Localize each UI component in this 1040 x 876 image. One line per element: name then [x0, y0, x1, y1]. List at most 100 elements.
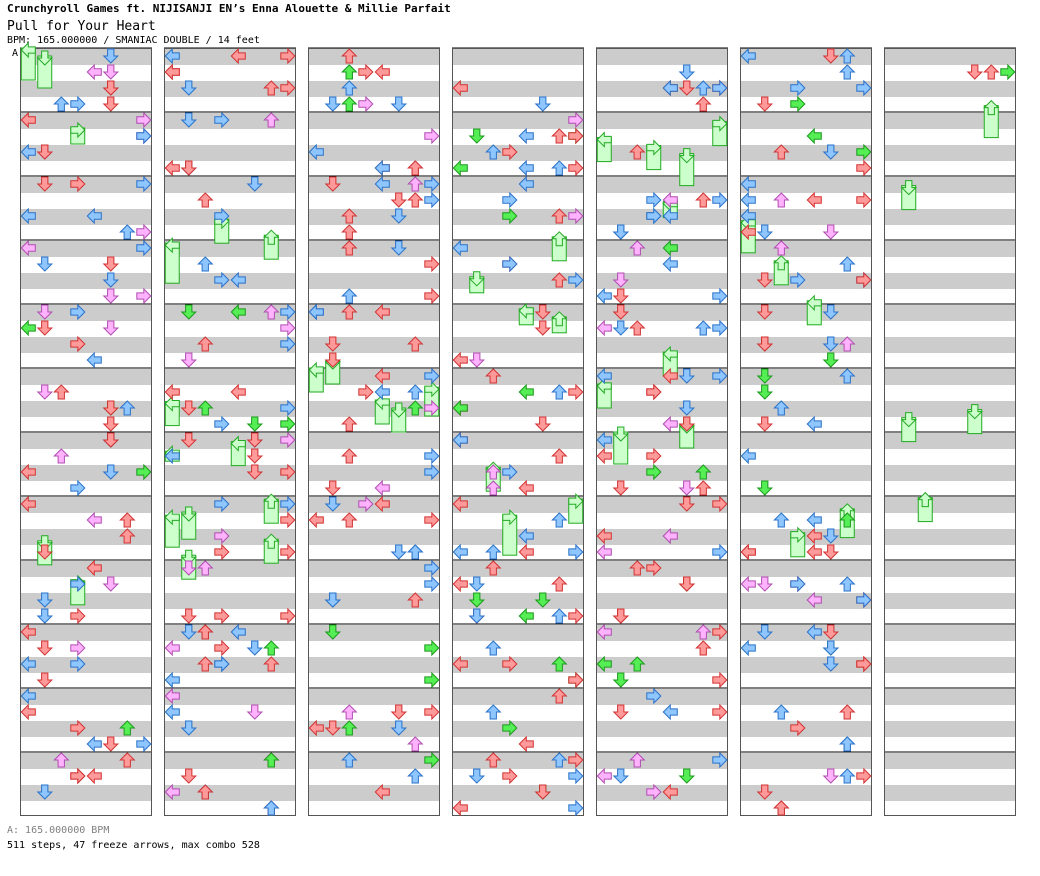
step-arrow-right — [280, 511, 296, 529]
beat-stripe — [596, 785, 728, 801]
step-arrow-down — [180, 624, 198, 640]
step-arrow-right — [70, 767, 86, 785]
beat-stripe — [20, 753, 152, 769]
beat-stripe — [596, 753, 728, 769]
bpm-section-marker: A — [12, 48, 19, 59]
step-arrow-right — [280, 463, 296, 481]
step-arrow-left — [164, 383, 180, 401]
beat-stripe — [884, 561, 1016, 577]
step-arrow-left — [662, 527, 678, 545]
step-arrow-down — [612, 224, 630, 240]
freeze-arrow — [263, 229, 280, 260]
step-arrow-right — [280, 79, 296, 97]
step-arrow-left — [374, 159, 390, 177]
step-arrow-right — [712, 287, 728, 305]
step-arrow-left — [806, 527, 822, 545]
beat-stripe — [596, 305, 728, 321]
step-arrow-left — [20, 623, 36, 641]
step-arrow-left — [20, 687, 36, 705]
step-arrow-left — [806, 511, 822, 529]
step-arrow-down — [468, 768, 486, 784]
beat-stripe — [596, 529, 728, 545]
step-arrow-down — [678, 400, 696, 416]
beat-stripe — [164, 625, 296, 641]
step-arrow-right — [856, 143, 872, 161]
beat-stripe — [308, 785, 440, 801]
beat-stripe — [596, 209, 728, 225]
step-arrow-left — [518, 527, 534, 545]
step-arrow-left — [596, 767, 612, 785]
beat-stripe — [164, 177, 296, 193]
beat-stripe — [452, 433, 584, 449]
step-arrow-up — [551, 208, 568, 224]
step-arrow-right — [712, 367, 728, 385]
step-arrow-right — [70, 639, 86, 657]
step-arrow-up — [983, 64, 1000, 80]
step-arrow-right — [646, 559, 662, 577]
step-arrow-up — [341, 752, 358, 768]
beat-stripe — [740, 465, 872, 481]
step-arrow-down — [756, 624, 774, 640]
freeze-arrow — [806, 294, 822, 326]
freeze-arrow — [900, 412, 918, 443]
step-arrow-down — [36, 672, 54, 688]
beat-stripe — [452, 785, 584, 801]
step-arrow-right — [790, 719, 806, 737]
step-arrow-down — [822, 640, 840, 656]
beat-stripe — [308, 753, 440, 769]
step-arrow-up — [551, 512, 568, 528]
beat-stripe — [884, 305, 1016, 321]
step-arrow-right — [424, 287, 440, 305]
beat-stripe — [164, 689, 296, 705]
step-arrow-right — [646, 463, 662, 481]
step-arrow-right — [280, 607, 296, 625]
step-arrow-left — [308, 303, 324, 321]
step-arrow-up — [197, 192, 214, 208]
arrow-layer — [20, 41, 1016, 817]
step-arrow-left — [20, 111, 36, 129]
freeze-arrow — [596, 377, 612, 409]
step-arrow-up — [197, 624, 214, 640]
step-arrow-up — [839, 576, 856, 592]
step-arrow-up — [407, 736, 424, 752]
step-arrow-left — [518, 127, 534, 145]
step-arrow-right — [502, 767, 518, 785]
step-arrow-down — [324, 96, 342, 112]
freeze-arrow — [263, 493, 280, 524]
step-arrow-down — [468, 608, 486, 624]
artist-label: Crunchyroll Games ft. NIJISANJI EN’s Enn… — [7, 2, 451, 15]
step-arrow-up — [629, 144, 646, 160]
step-arrow-up — [53, 752, 70, 768]
beat-stripe — [596, 625, 728, 641]
step-arrow-up — [53, 96, 70, 112]
step-arrow-up — [773, 800, 790, 816]
freeze-arrow — [164, 508, 180, 548]
beat-stripe — [740, 177, 872, 193]
beat-stripe — [596, 593, 728, 609]
step-arrow-up — [551, 384, 568, 400]
beat-stripe — [20, 337, 152, 353]
step-arrow-up — [551, 448, 568, 464]
panel-border — [308, 48, 440, 816]
step-arrow-right — [502, 207, 518, 225]
beat-stripe — [884, 81, 1016, 97]
step-arrow-down — [678, 480, 696, 496]
step-arrow-right — [358, 63, 374, 81]
panel-border — [452, 48, 584, 816]
freeze-arrow — [678, 148, 696, 187]
step-arrow-down — [612, 288, 630, 304]
step-arrow-up — [485, 368, 502, 384]
step-arrow-right — [280, 319, 296, 337]
step-arrow-down — [102, 320, 120, 336]
step-arrow-down — [102, 464, 120, 480]
step-arrow-up — [341, 80, 358, 96]
step-arrow-down — [180, 400, 198, 416]
bpm-footer: A: 165.000000 BPM — [7, 825, 110, 836]
step-arrow-right — [214, 495, 230, 513]
beat-stripe — [452, 497, 584, 513]
beat-stripe — [452, 273, 584, 289]
step-arrow-left — [20, 207, 36, 225]
chart-info: BPM: 165.000000 / SMANIAC DOUBLE / 14 fe… — [7, 35, 260, 46]
step-arrow-up — [263, 800, 280, 816]
step-arrow-up — [263, 80, 280, 96]
